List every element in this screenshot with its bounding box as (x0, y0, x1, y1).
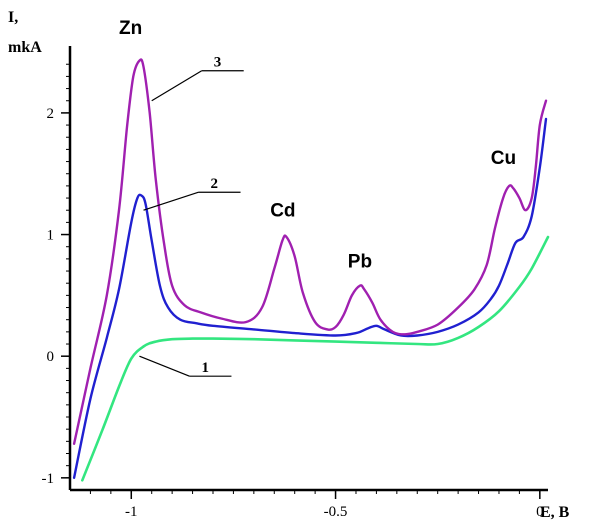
y-tick-label: 0 (47, 349, 55, 365)
peak-label-cd: Cd (270, 200, 295, 221)
y-tick-label: 1 (47, 228, 55, 244)
y-axis-label-line2: mkA (8, 39, 42, 56)
axis-ticks: -1 0 1 2 -1 -0.5 0 (42, 63, 544, 520)
y-tick-label: -1 (42, 471, 55, 487)
x-tick-label: -0.5 (324, 504, 348, 520)
curve-label-leader-1 (139, 355, 190, 377)
curve-labels: 1 2 3 Zn Cd Pb Cu (119, 18, 516, 377)
curve-label-2: 2 (211, 176, 219, 192)
series (72, 58, 550, 482)
x-tick-label: -1 (125, 504, 138, 520)
peak-label-zn: Zn (119, 18, 142, 39)
x-axis-label: E, B (540, 504, 570, 521)
peak-label-cu: Cu (491, 148, 516, 169)
y-axis-label-line1: I, (8, 9, 18, 26)
x-tick-label: 0 (536, 504, 544, 520)
curve-label-leader-3 (151, 70, 203, 102)
axes (68, 46, 548, 492)
curve-label-1: 1 (201, 360, 209, 376)
series-line-2 (72, 117, 548, 479)
y-tick-label: 2 (47, 106, 55, 122)
curve-label-3: 3 (214, 55, 222, 71)
peak-label-pb: Pb (348, 251, 372, 272)
curve-label-leader-2 (143, 191, 199, 211)
series-line-3 (72, 58, 548, 445)
series-line-1 (81, 235, 550, 482)
